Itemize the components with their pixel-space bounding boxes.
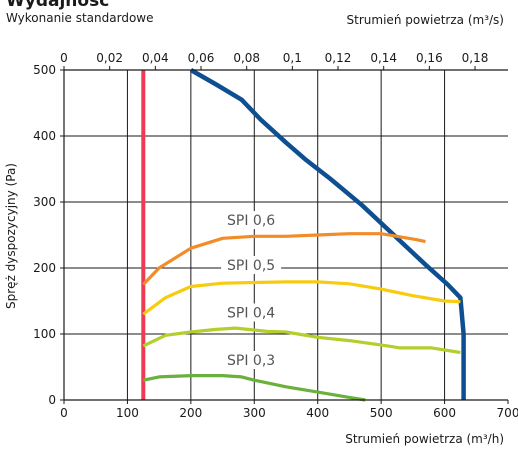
y-tick-label: 300 [33, 195, 56, 209]
y-tick-label: 200 [33, 261, 56, 275]
series-label: SPI 0,5 [227, 258, 275, 274]
chart-title: Wydajność [6, 0, 109, 11]
series-label: SPI 0,4 [227, 306, 275, 322]
label-background [221, 351, 282, 370]
x2-tick-label: 0,16 [416, 51, 443, 65]
series-line [142, 280, 461, 316]
x2-tick-label: 0,18 [462, 51, 489, 65]
plot-frame [60, 66, 509, 404]
x2-tick-label: 0,06 [188, 51, 215, 65]
x-tick-label: 400 [306, 406, 329, 420]
series-line [142, 232, 426, 286]
x2-axis-label: Strumień powietrza (m³/s) [347, 13, 504, 27]
series-label: SPI 0,6 [227, 213, 275, 229]
x-tick-label: 0 [60, 406, 68, 420]
x2-tick-label: 0,08 [233, 51, 260, 65]
y-tick-label: 500 [33, 63, 56, 77]
x-axis-label: Strumień powietrza (m³/h) [345, 432, 504, 446]
label-background [221, 303, 282, 322]
x2-tick-label: 0 [60, 51, 68, 65]
x-tick-label: 600 [433, 406, 456, 420]
x-tick-label: 100 [116, 406, 139, 420]
x-tick-label: 700 [497, 406, 518, 420]
series-line [142, 326, 461, 355]
x2-tick-label: 0,1 [283, 51, 302, 65]
y-tick-label: 0 [48, 393, 56, 407]
series-line [189, 68, 466, 400]
tick-labels: 0 100 200 300 400 500 600 700 0 0,02 0,04 0,06 0,08 0… [33, 51, 518, 420]
series-label: SPI 0,3 [227, 353, 275, 369]
y-tick-label: 400 [33, 129, 56, 143]
series-group [141, 68, 466, 402]
y-axis-label: Spręż dyspozycyjny (Pa) [4, 163, 18, 309]
chart-subtitle: Wykonanie standardowe [6, 11, 153, 25]
series-line [142, 374, 366, 402]
x-tick-label: 500 [370, 406, 393, 420]
x2-tick-label: 0,02 [96, 51, 123, 65]
x-tick-label: 300 [243, 406, 266, 420]
y-tick-label: 100 [33, 327, 56, 341]
x2-tick-label: 0,14 [370, 51, 397, 65]
series-labels: SPI 0,6 SPI 0,5 SPI 0,4 SPI 0,3 [221, 211, 282, 370]
label-background [221, 255, 282, 274]
x-tick-label: 200 [179, 406, 202, 420]
x2-tick-label: 0,12 [325, 51, 352, 65]
label-background [221, 211, 282, 230]
x2-tick-label: 0,04 [142, 51, 169, 65]
